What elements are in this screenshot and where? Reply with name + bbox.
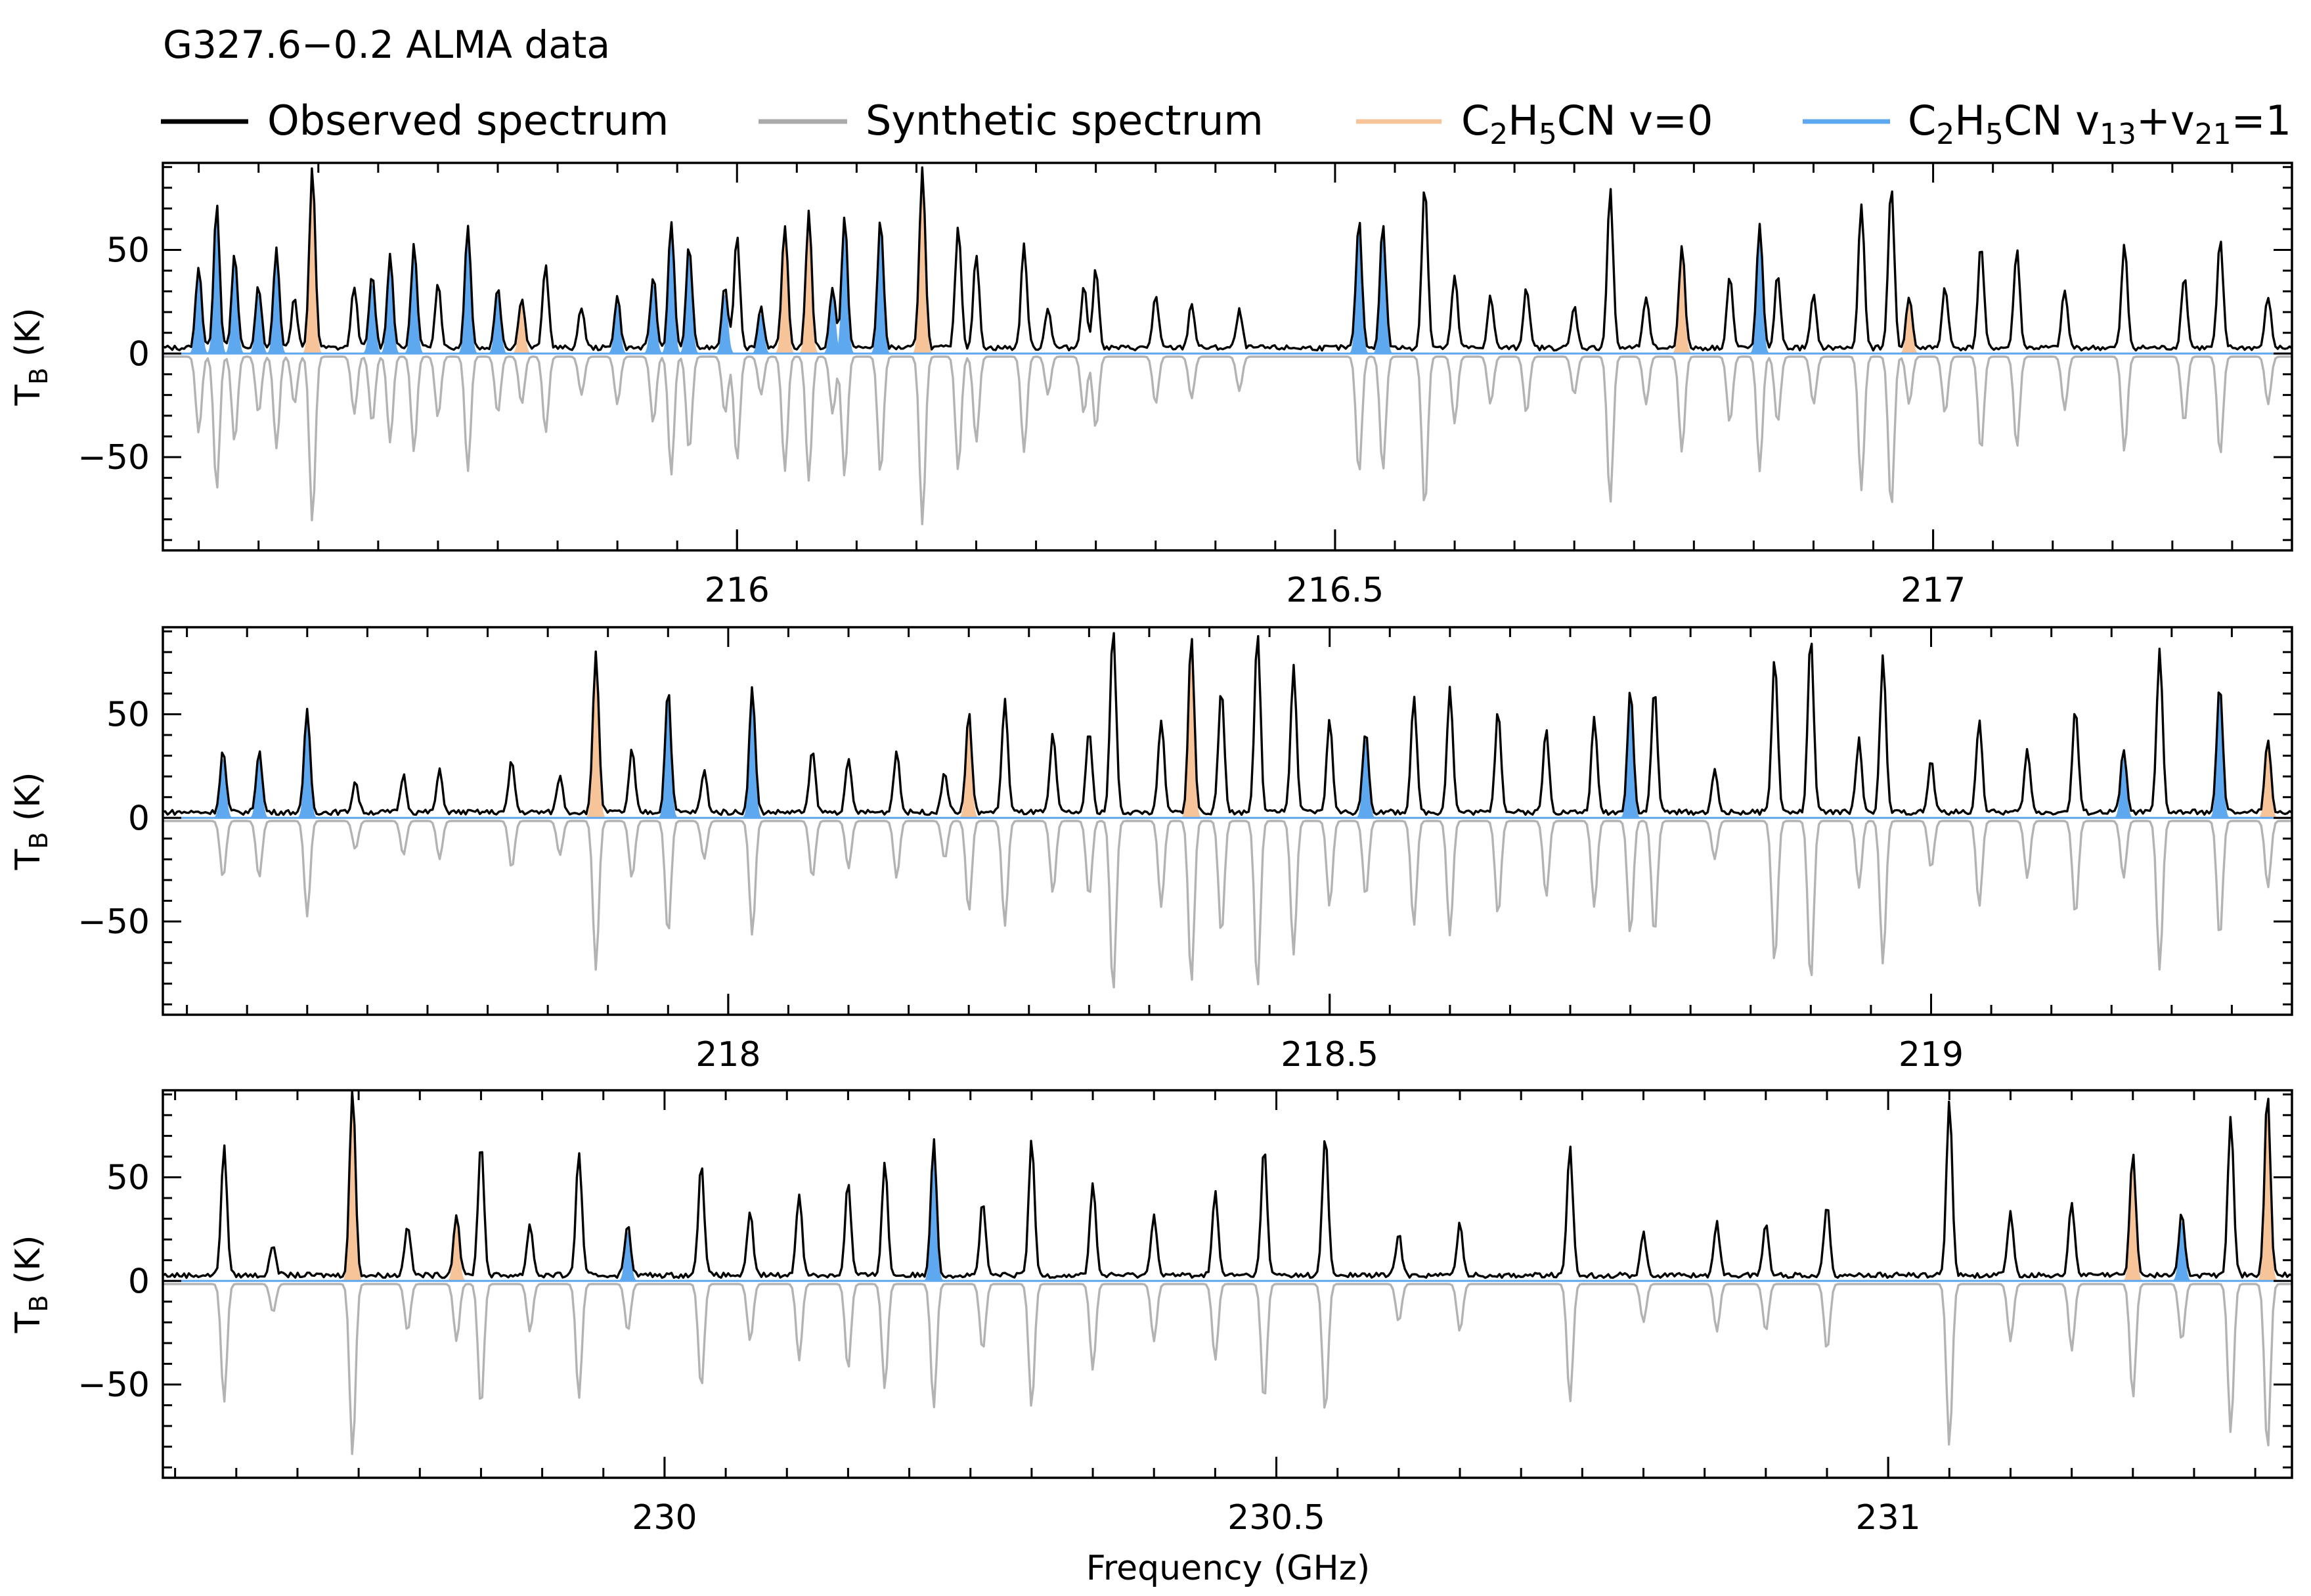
legend-label-synthetic: Synthetic spectrum xyxy=(866,97,1264,144)
x-tick-label: 216.5 xyxy=(1286,571,1384,610)
figure-title: G327.6−0.2 ALMA data xyxy=(163,22,610,67)
y-tick-label: 0 xyxy=(128,334,150,374)
spectrum-panel-1: 50 0 −50 216 216.5 217 TB (K) xyxy=(9,162,2293,610)
c2h5cn-v0-line-56 xyxy=(1900,304,1918,354)
plot-area xyxy=(163,166,2292,525)
legend-label-c2h5cn-v0: C2H5CN v=0 xyxy=(1461,97,1713,151)
c2h5cn-v13v21-line-46 xyxy=(2114,759,2133,818)
synthetic-spectrum-line xyxy=(163,820,2292,988)
c2h5cn-v13v21-line-9 xyxy=(619,1231,637,1281)
y-axis-label: TB (K) xyxy=(9,307,53,406)
c2h5cn-v13v21-line-9 xyxy=(363,284,382,354)
c2h5cn-v13v21-line-2 xyxy=(250,759,269,818)
x-tick-label: 218.5 xyxy=(1281,1035,1378,1075)
y-tick-label: −50 xyxy=(77,1365,150,1405)
x-tick-label: 219 xyxy=(1899,1035,1964,1075)
axes-frame xyxy=(162,162,2293,552)
synthetic-spectrum-line xyxy=(163,355,2292,525)
y-tick-label: 50 xyxy=(106,1159,150,1198)
c2h5cn-v13v21-line-27 xyxy=(824,294,842,354)
legend-label-observed: Observed spectrum xyxy=(267,97,669,144)
c2h5cn-v13v21-line-22 xyxy=(716,294,734,354)
x-tick-label: 217 xyxy=(1901,571,1966,610)
y-tick-label: −50 xyxy=(77,438,150,477)
y-tick-label: 0 xyxy=(128,799,150,838)
x-tick-label: 231 xyxy=(1856,1498,1921,1538)
x-tick-label: 230.5 xyxy=(1227,1498,1325,1538)
y-axis-label: TB (K) xyxy=(9,772,53,870)
c2h5cn-v13v21-line-11 xyxy=(405,255,424,354)
c2h5cn-v0-line-15 xyxy=(512,304,531,354)
spectrum-panel-2: 50 0 −50 218 218.5 219 TB (K) xyxy=(9,626,2293,1075)
x-axis-label: Frequency (GHz) xyxy=(1086,1549,1370,1588)
c2h5cn-v13v21-line-1 xyxy=(189,275,208,354)
spectrum-panel-3: 50 0 −50 230 230.5 231 TB (K) xyxy=(9,1089,2293,1538)
c2h5cn-v13v21-line-19 xyxy=(644,284,663,354)
synthetic-spectrum-line xyxy=(163,1283,2292,1455)
x-tick-label: 230 xyxy=(632,1498,697,1538)
observed-spectrum-line xyxy=(163,632,2292,816)
legend-label-c2h5cn-v13v21: C2H5CN v13+v21=1 xyxy=(1908,97,2291,151)
c2h5cn-v13v21-line-34 xyxy=(2172,1222,2191,1281)
observed-spectrum-line xyxy=(163,166,2292,352)
legend: Observed spectrum Synthetic spectrum C2H… xyxy=(161,97,2291,151)
c2h5cn-v13v21-line-24 xyxy=(752,314,770,354)
axes-frame xyxy=(162,626,2293,1016)
y-tick-label: 50 xyxy=(106,231,150,271)
c2h5cn-v13v21-line-18 xyxy=(608,304,627,354)
axes-frame xyxy=(162,1089,2293,1479)
y-tick-label: 0 xyxy=(128,1262,150,1301)
plot-area xyxy=(163,632,2292,988)
y-tick-label: −50 xyxy=(77,902,150,942)
observed-spectrum-line xyxy=(163,1090,2292,1279)
x-tick-label: 218 xyxy=(695,1035,760,1075)
y-axis-label: TB (K) xyxy=(9,1235,53,1333)
y-tick-label: 50 xyxy=(106,696,150,735)
x-tick-label: 216 xyxy=(705,571,770,610)
plot-area xyxy=(163,1090,2292,1455)
